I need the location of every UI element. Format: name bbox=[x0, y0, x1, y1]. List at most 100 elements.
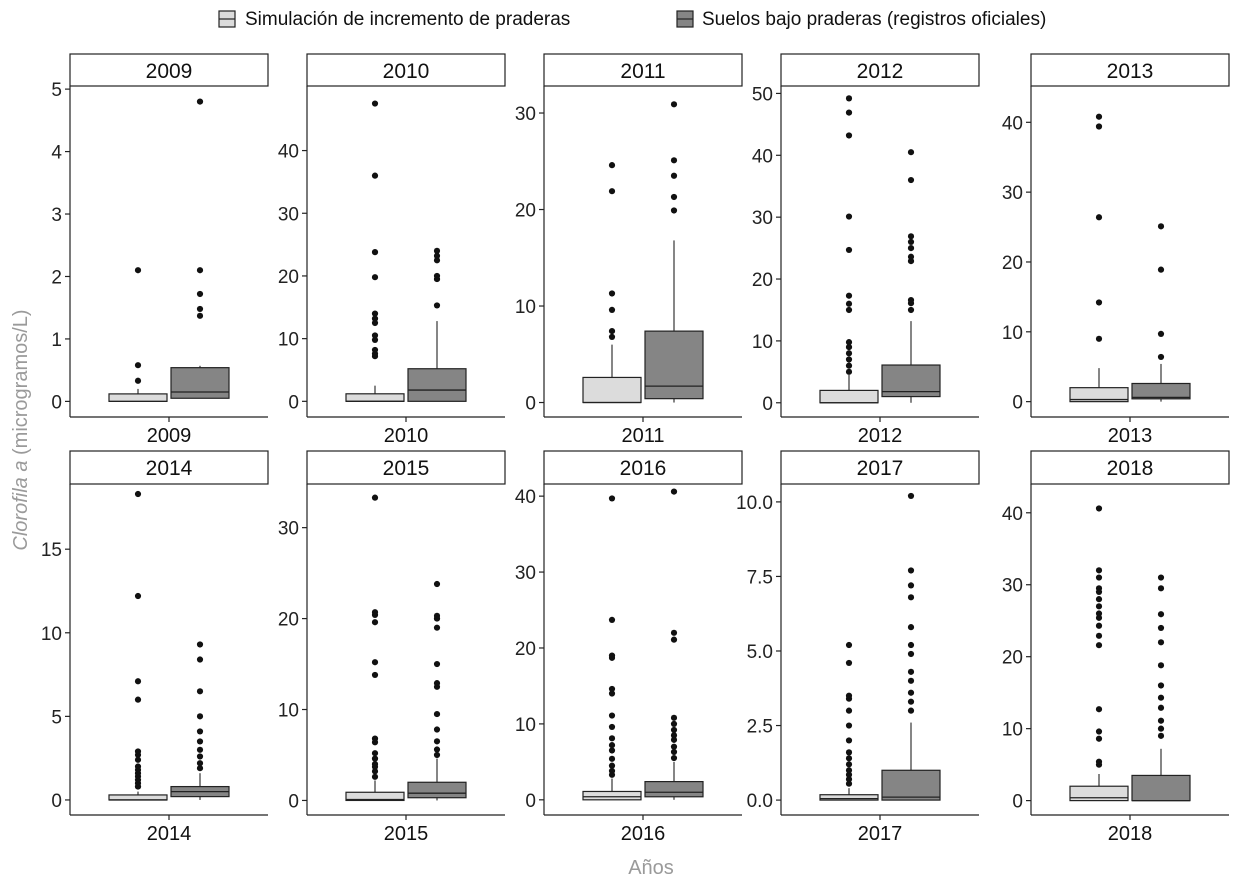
outlier-point-suelos-2018 bbox=[1157, 624, 1165, 632]
outlier-point-suelos-2012 bbox=[907, 149, 915, 156]
box-simulacion-2018 bbox=[1069, 785, 1129, 802]
y-tick-label-2012: 40 bbox=[752, 146, 773, 167]
outlier-point-simulacion-2017 bbox=[845, 722, 853, 729]
outlier-point-simulacion-2015 bbox=[371, 755, 379, 762]
outlier-point-simulacion-2010 bbox=[371, 315, 379, 322]
outlier-point-simulacion-2014 bbox=[134, 678, 142, 685]
outlier-point-suelos-2017 bbox=[907, 650, 915, 658]
y-tick-label-2011: 10 bbox=[515, 297, 536, 318]
outlier-point-simulacion-2018 bbox=[1095, 642, 1103, 649]
box-simulacion-2015 bbox=[345, 791, 405, 802]
outlier-point-suelos-2011 bbox=[670, 157, 678, 164]
y-tick-label-2014: 5 bbox=[51, 707, 62, 728]
x-category-label-2016: 2016 bbox=[621, 823, 666, 845]
outlier-point-suelos-2014 bbox=[196, 728, 204, 735]
outlier-point-simulacion-2018 bbox=[1095, 706, 1103, 713]
outlier-point-simulacion-2014 bbox=[134, 756, 142, 763]
outlier-point-suelos-2013 bbox=[1157, 330, 1165, 338]
y-tick-label-2018: 0 bbox=[1012, 792, 1023, 813]
outlier-point-suelos-2009 bbox=[196, 290, 204, 298]
outlier-point-simulacion-2010 bbox=[371, 172, 379, 179]
outlier-point-simulacion-2018 bbox=[1095, 735, 1103, 742]
outlier-point-suelos-2015 bbox=[433, 726, 441, 733]
outlier-point-simulacion-2012 bbox=[845, 300, 853, 307]
box-suelos-2016 bbox=[644, 780, 704, 798]
outlier-point-simulacion-2011 bbox=[608, 333, 616, 341]
outlier-point-suelos-2014 bbox=[196, 656, 204, 663]
outlier-point-suelos-2012 bbox=[907, 233, 915, 240]
outlier-point-suelos-2016 bbox=[670, 736, 678, 743]
outlier-point-simulacion-2010 bbox=[371, 332, 379, 339]
outlier-point-suelos-2018 bbox=[1157, 704, 1165, 711]
outlier-point-suelos-2014 bbox=[196, 688, 204, 695]
outlier-point-suelos-2012 bbox=[907, 244, 915, 252]
outlier-point-simulacion-2012 bbox=[845, 95, 853, 102]
outlier-point-suelos-2018 bbox=[1157, 682, 1165, 689]
y-tick-label-2015: 20 bbox=[278, 610, 299, 631]
box-suelos-2017 bbox=[881, 769, 941, 801]
y-tick-label-2014: 10 bbox=[41, 624, 62, 645]
outlier-point-simulacion-2015 bbox=[371, 619, 379, 626]
strip-2012 bbox=[780, 53, 980, 87]
outlier-point-suelos-2011 bbox=[670, 101, 678, 108]
outlier-point-suelos-2009 bbox=[196, 98, 204, 105]
outlier-point-suelos-2011 bbox=[670, 193, 678, 201]
outlier-point-suelos-2014 bbox=[196, 746, 204, 753]
y-tick-label-2010: 0 bbox=[288, 392, 299, 413]
outlier-point-suelos-2018 bbox=[1157, 717, 1165, 724]
strip-2015 bbox=[306, 450, 506, 485]
x-category-label-2018: 2018 bbox=[1108, 823, 1153, 845]
outlier-point-suelos-2015 bbox=[433, 580, 441, 588]
outlier-point-simulacion-2015 bbox=[371, 750, 379, 757]
x-category-label-2009: 2009 bbox=[147, 425, 192, 447]
outlier-point-simulacion-2017 bbox=[845, 737, 853, 744]
strip-label-2014: 2014 bbox=[146, 457, 193, 480]
y-tick-label-2011: 0 bbox=[525, 394, 536, 415]
outlier-point-simulacion-2009 bbox=[134, 377, 142, 384]
outlier-point-simulacion-2012 bbox=[845, 356, 853, 363]
box-simulacion-2014 bbox=[108, 794, 168, 801]
outlier-point-suelos-2009 bbox=[196, 305, 204, 313]
outlier-point-simulacion-2014 bbox=[134, 763, 142, 770]
outlier-point-suelos-2016 bbox=[670, 629, 678, 636]
strip-2010 bbox=[306, 53, 506, 87]
y-tick-label-2018: 20 bbox=[1002, 648, 1023, 669]
y-tick-label-2017: 5.0 bbox=[747, 642, 773, 663]
y-tick-label-2009: 2 bbox=[51, 267, 62, 288]
y-axis-title-rest: (microgramos/L) bbox=[10, 309, 32, 460]
outlier-point-simulacion-2018 bbox=[1095, 585, 1103, 592]
outlier-point-suelos-2009 bbox=[196, 267, 204, 274]
outlier-point-simulacion-2010 bbox=[371, 336, 379, 343]
outlier-point-suelos-2018 bbox=[1157, 639, 1165, 646]
y-tick-label-2018: 30 bbox=[1002, 576, 1023, 597]
outlier-point-simulacion-2012 bbox=[845, 132, 853, 139]
box-simulacion-2012 bbox=[819, 389, 879, 404]
outlier-point-simulacion-2012 bbox=[845, 213, 853, 220]
outlier-point-simulacion-2015 bbox=[371, 659, 379, 666]
y-tick-label-2016: 40 bbox=[515, 487, 536, 508]
y-tick-label-2014: 0 bbox=[51, 791, 62, 812]
box-suelos-2015 bbox=[407, 781, 467, 799]
outlier-point-simulacion-2017 bbox=[845, 659, 853, 667]
strip-2018 bbox=[1030, 450, 1230, 485]
strip-label-2011: 2011 bbox=[620, 60, 665, 83]
outlier-point-suelos-2010 bbox=[433, 247, 441, 254]
outlier-point-suelos-2012 bbox=[907, 253, 915, 260]
y-tick-label-2012: 50 bbox=[752, 84, 773, 105]
outlier-point-suelos-2018 bbox=[1157, 611, 1165, 618]
outlier-point-suelos-2010 bbox=[433, 272, 441, 280]
outlier-point-simulacion-2016 bbox=[608, 755, 616, 762]
outlier-point-suelos-2014 bbox=[196, 760, 204, 767]
outlier-point-suelos-2018 bbox=[1157, 694, 1165, 701]
outlier-point-simulacion-2011 bbox=[608, 188, 616, 195]
y-tick-label-2013: 20 bbox=[1002, 253, 1023, 274]
y-tick-label-2009: 0 bbox=[51, 392, 62, 413]
outlier-point-simulacion-2010 bbox=[371, 319, 379, 327]
outlier-point-suelos-2017 bbox=[907, 624, 915, 631]
outlier-point-suelos-2013 bbox=[1157, 223, 1165, 230]
x-axis-title: Años bbox=[628, 857, 674, 879]
strip-label-2016: 2016 bbox=[620, 457, 667, 480]
strip-label-2018: 2018 bbox=[1107, 457, 1154, 480]
y-tick-label-2016: 20 bbox=[515, 639, 536, 660]
outlier-point-suelos-2011 bbox=[670, 207, 678, 214]
